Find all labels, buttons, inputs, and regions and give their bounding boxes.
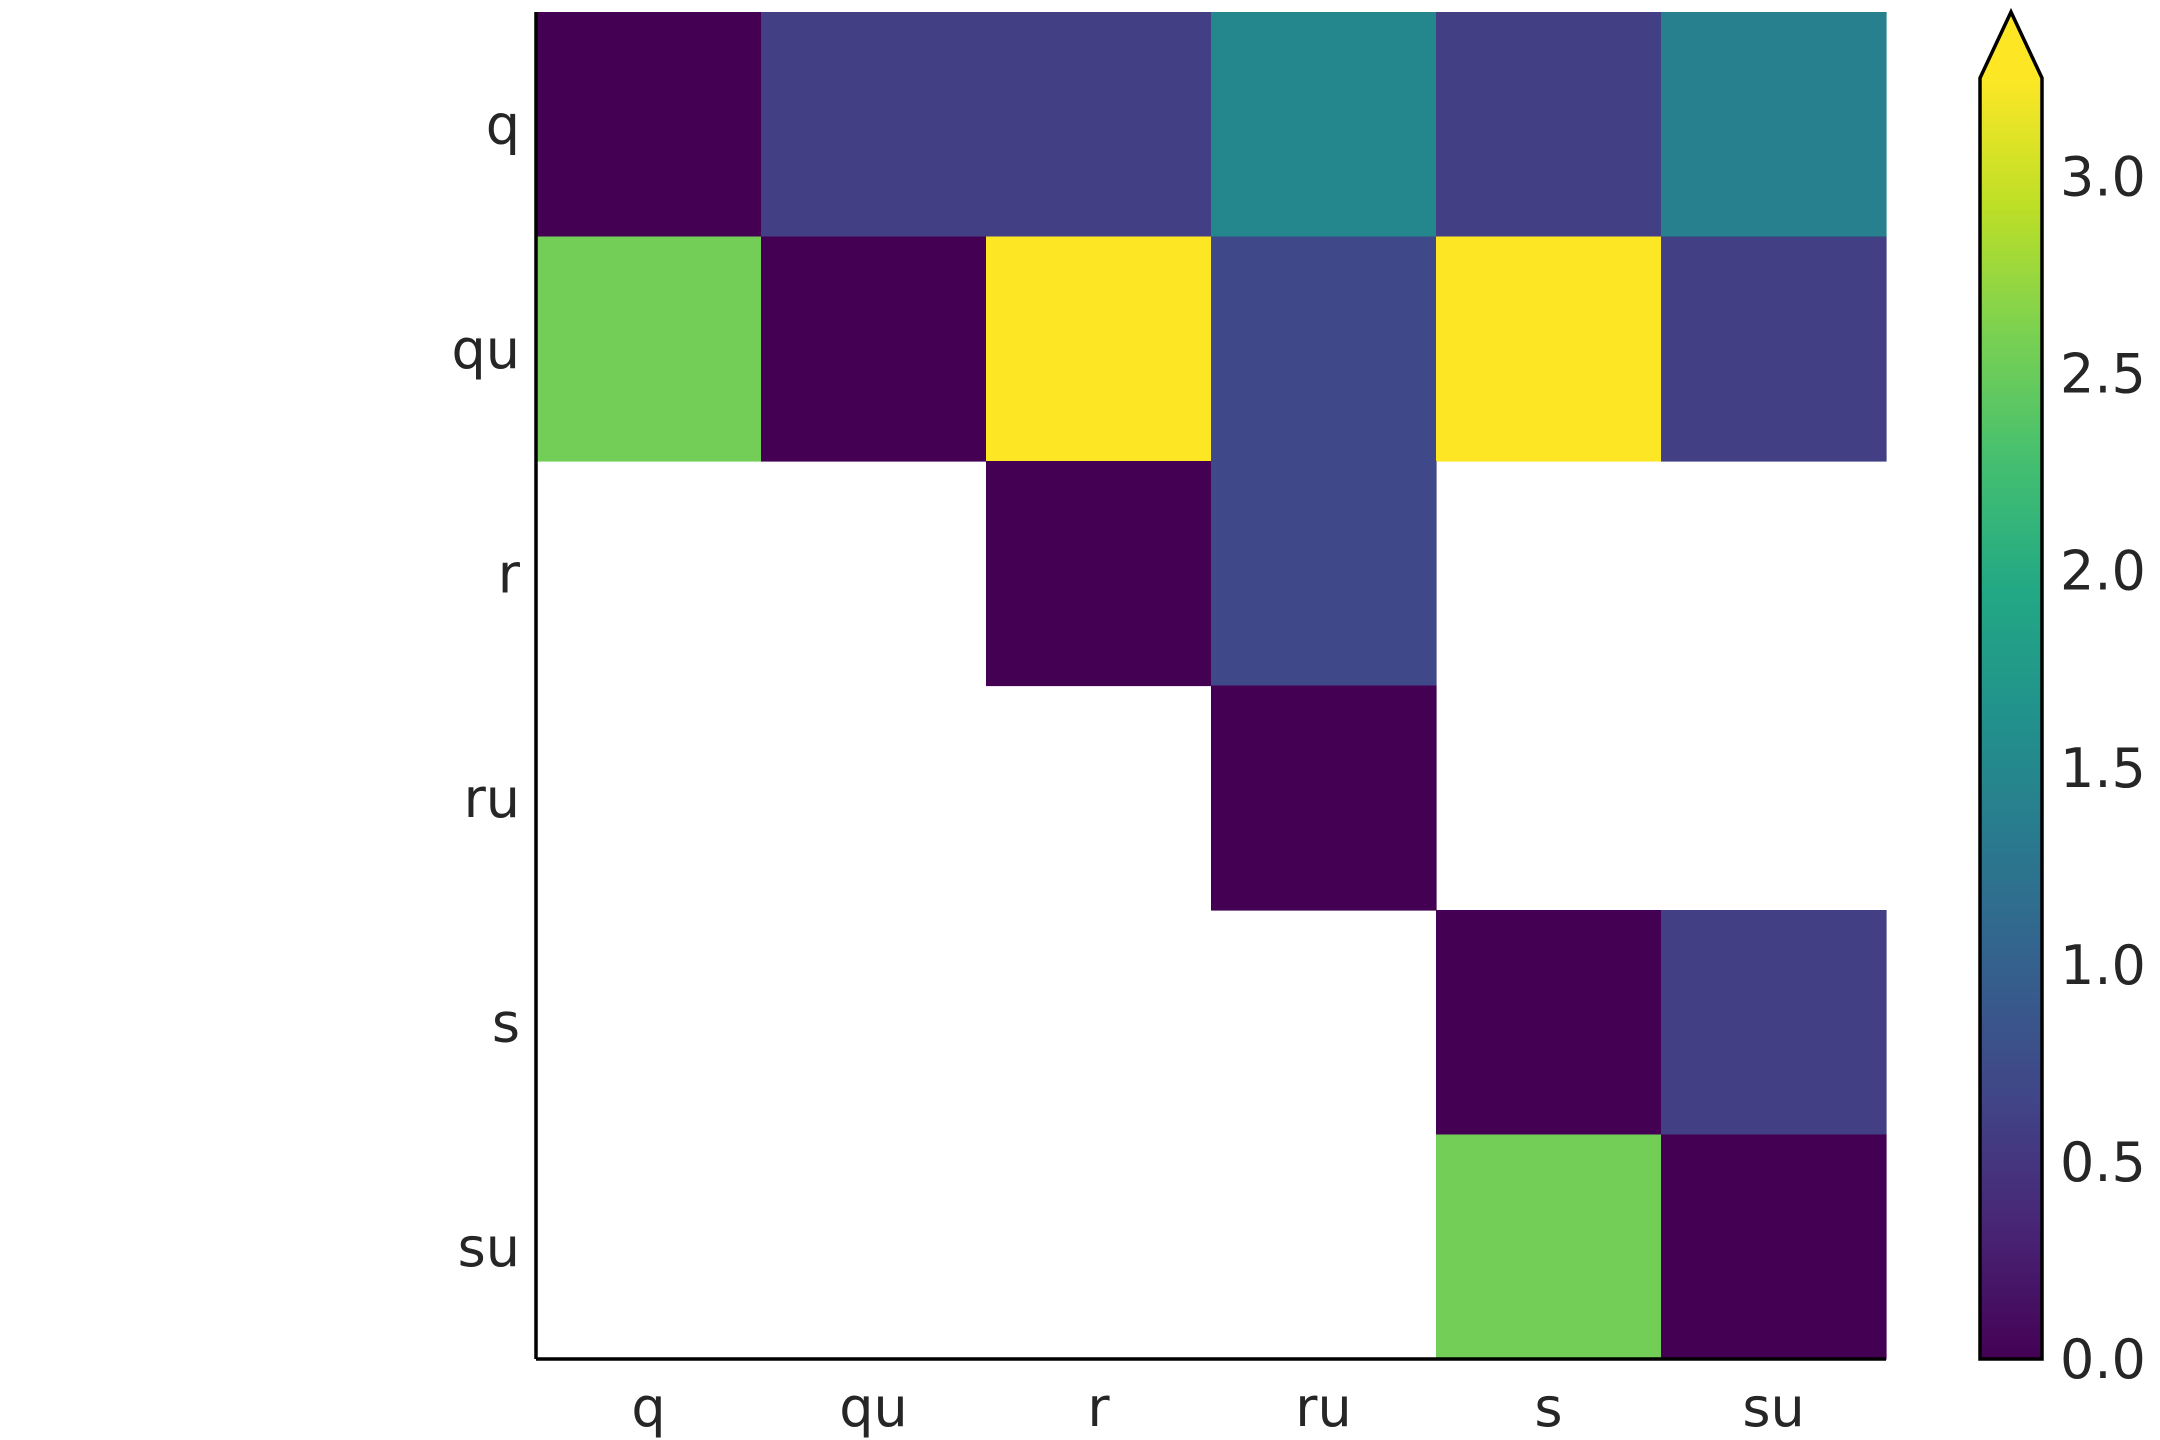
heatmap-cell-q-r	[986, 12, 1212, 238]
heatmap-cell-q-su	[1661, 12, 1887, 238]
colorbar-outline	[1978, 7, 2044, 1361]
x-tick-labels: q qu r ru s su	[631, 1376, 1804, 1439]
heatmap-cell-qu-r	[986, 236, 1212, 462]
colorbar-extend-arrow	[1980, 12, 2042, 78]
colorbar-tick-label: 0.0	[2060, 1328, 2146, 1391]
heatmap-cell-qu-q	[536, 236, 762, 462]
heatmap-cell-q-s	[1436, 12, 1662, 238]
y-tick-label: q	[486, 93, 520, 156]
heatmap-cell-qu-s	[1436, 236, 1662, 462]
y-tick-labels: q qu r ru s su	[451, 93, 520, 1279]
x-tick-label: r	[1087, 1376, 1110, 1439]
y-tick-label: qu	[451, 318, 520, 381]
colorbar-tick-label: 3.0	[2060, 146, 2146, 209]
heatmap-cell-ru-ru	[1211, 685, 1437, 911]
colorbar-tick-label: 0.5	[2060, 1131, 2146, 1194]
x-tick-label: s	[1534, 1376, 1562, 1439]
colorbar: 0.0 0.5 1.0 1.5 2.0 2.5 3.0	[1978, 7, 2146, 1391]
colorbar-tick-label: 2.5	[2060, 343, 2146, 406]
heatmap-cell-s-s	[1436, 910, 1662, 1136]
axes	[534, 12, 1886, 1361]
y-tick-label: s	[492, 991, 520, 1054]
heatmap-cell-s-su	[1661, 910, 1887, 1136]
y-tick-label: r	[498, 542, 521, 605]
heatmap-cell-r-r	[986, 461, 1212, 687]
x-tick-label: su	[1742, 1376, 1804, 1439]
x-tick-label: ru	[1295, 1376, 1351, 1439]
heatmap-cell-qu-qu	[761, 236, 987, 462]
heatmap-cell-r-ru	[1211, 461, 1437, 687]
heatmap-cell-su-su	[1661, 1134, 1887, 1360]
heatmap-cells	[536, 12, 1887, 1360]
x-tick-label: qu	[839, 1376, 908, 1439]
colorbar-tick-label: 2.0	[2060, 540, 2146, 603]
x-tick-label: q	[631, 1376, 665, 1439]
colorbar-tick-label: 1.0	[2060, 934, 2146, 997]
colorbar-tick-label: 1.5	[2060, 737, 2146, 800]
heatmap-cell-su-s	[1436, 1134, 1662, 1360]
heatmap-cell-q-q	[536, 12, 762, 238]
heatmap-cell-qu-ru	[1211, 236, 1437, 462]
colorbar-gradient	[1980, 78, 2042, 1359]
heatmap-cell-qu-su	[1661, 236, 1887, 462]
y-tick-label: su	[458, 1216, 520, 1279]
heatmap-cell-q-ru	[1211, 12, 1437, 238]
heatmap-cell-q-qu	[761, 12, 987, 238]
y-tick-label: ru	[464, 767, 520, 830]
